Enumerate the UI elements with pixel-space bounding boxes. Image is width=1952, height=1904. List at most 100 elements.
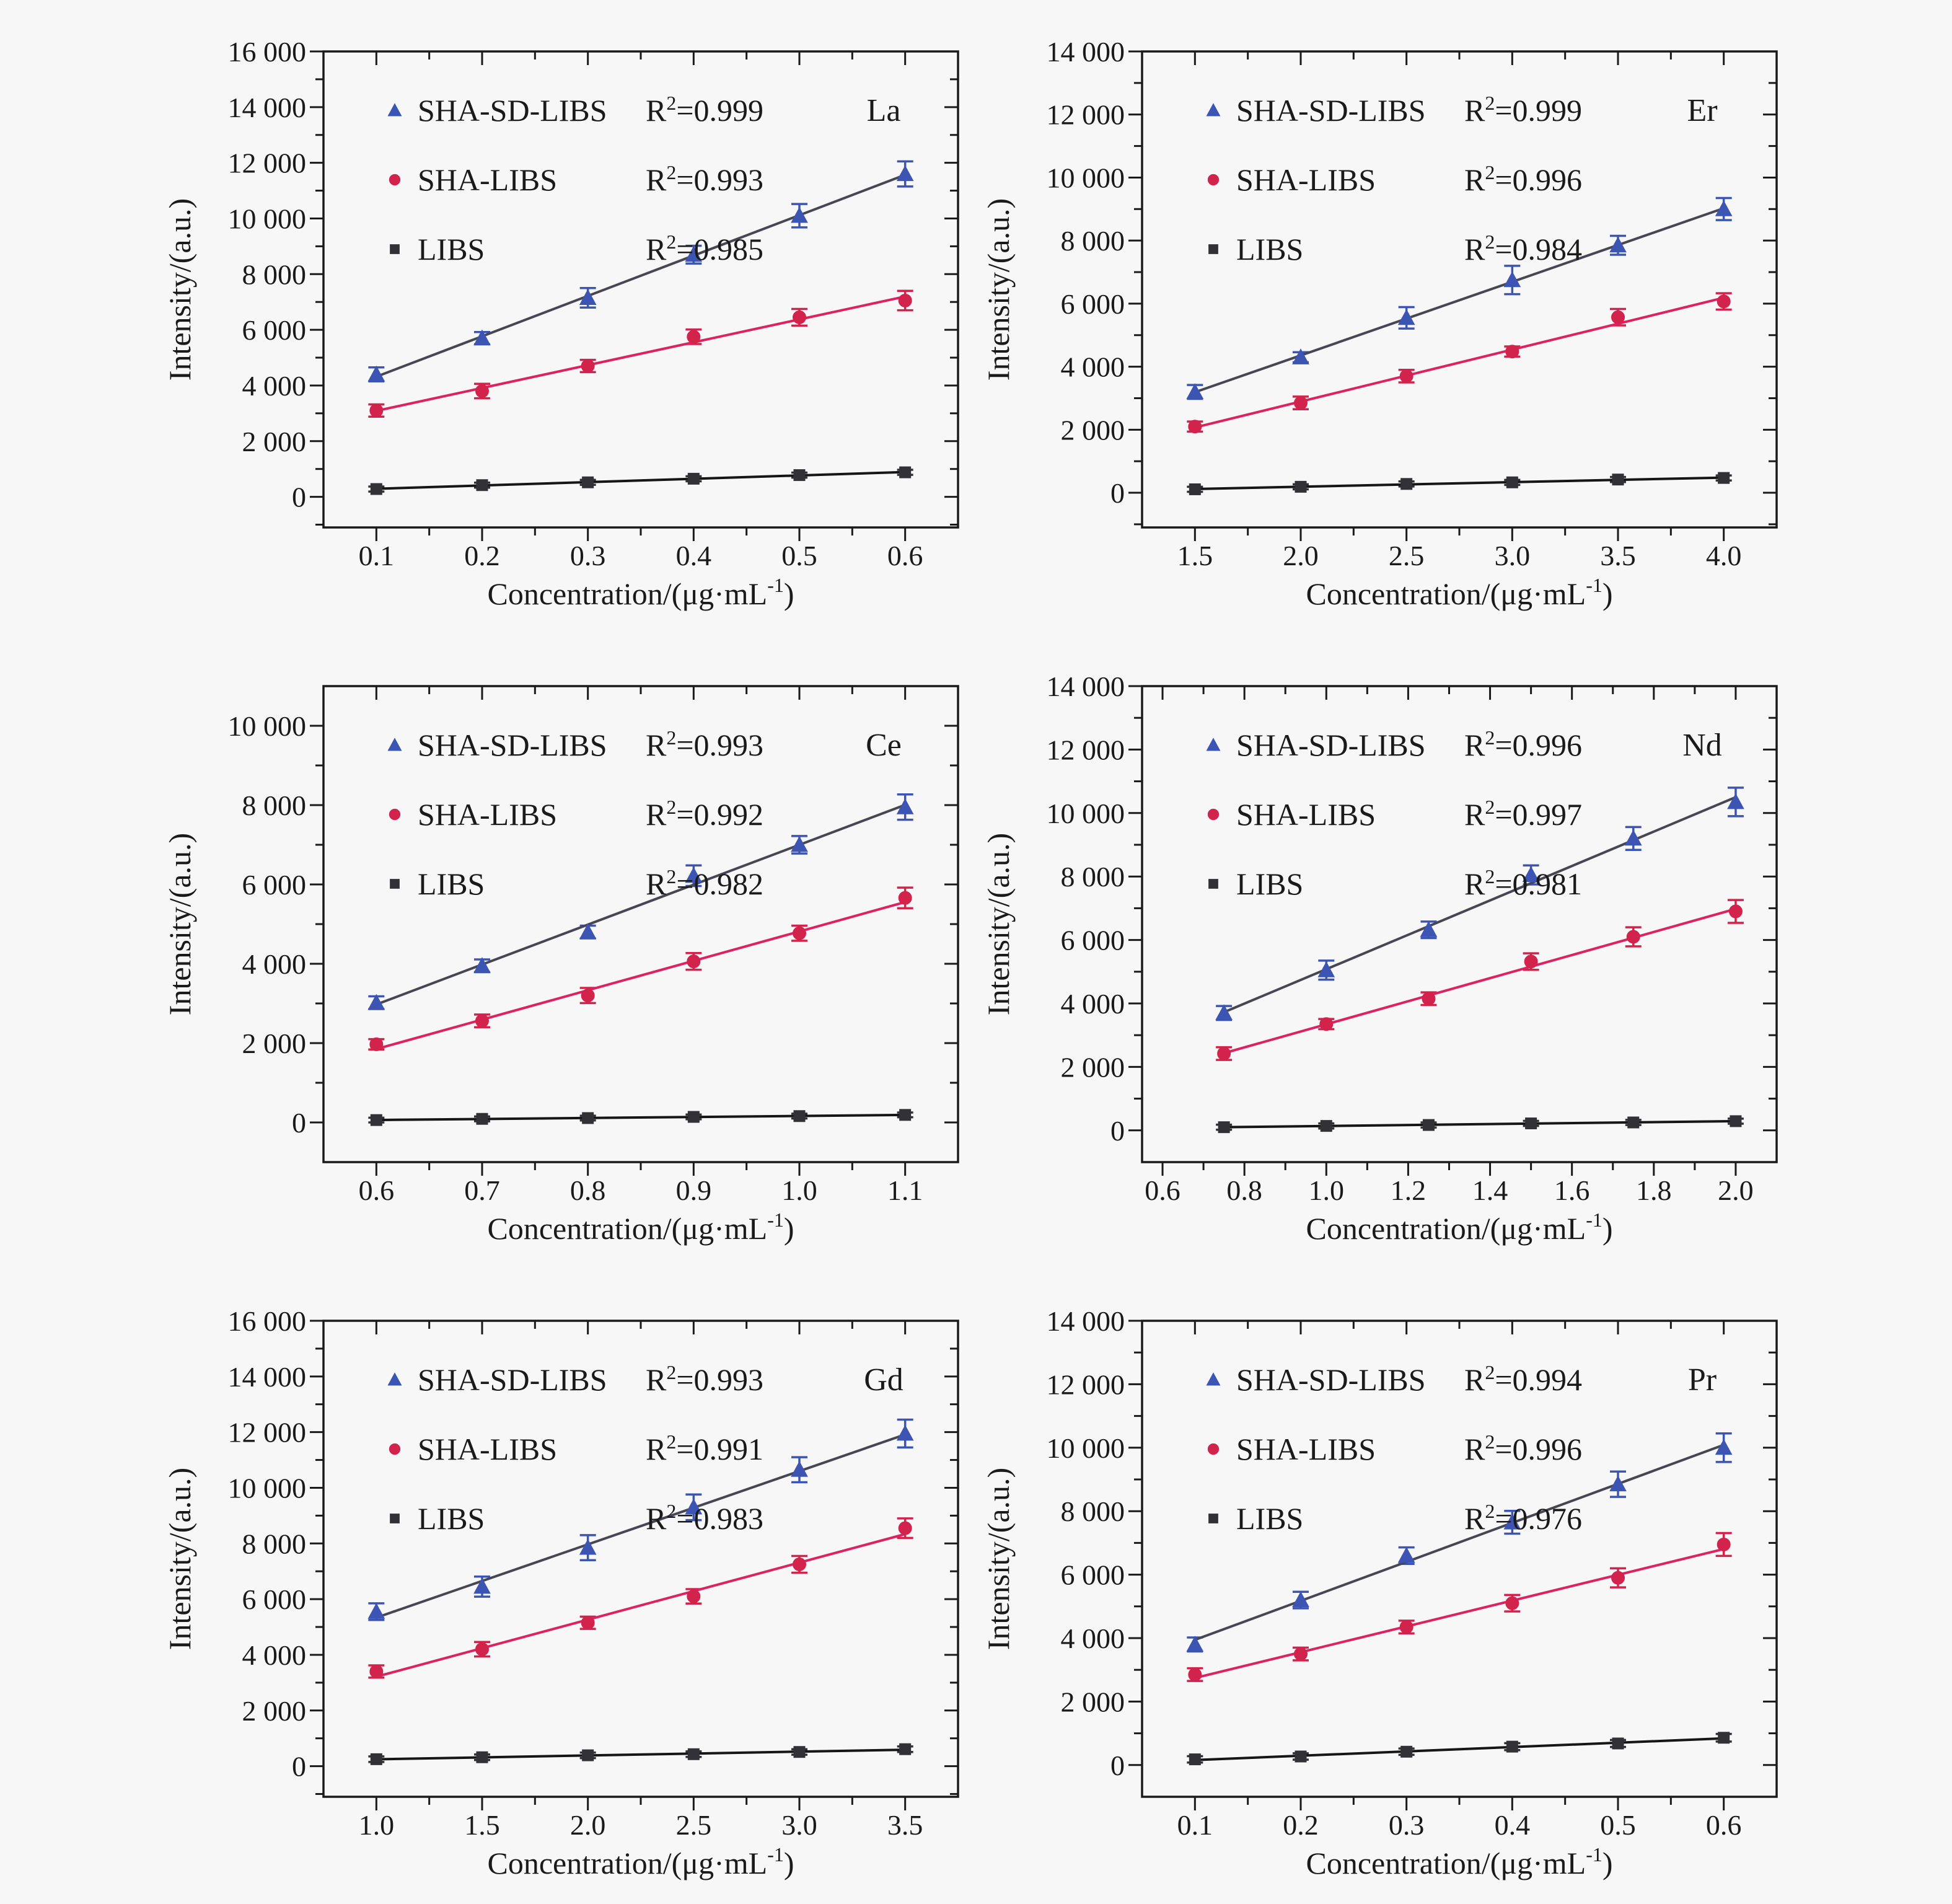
fit-line: [1195, 1737, 1724, 1761]
svg-text:0.6: 0.6: [1706, 1809, 1742, 1841]
legend-r2-LIBS: R2=0.982: [646, 865, 763, 901]
svg-text:0.3: 0.3: [570, 540, 606, 571]
axis-ticks: [1128, 685, 1777, 1176]
axis-titles: Concentration/(μg·mL-1) Intensity/(a.u.): [162, 198, 794, 611]
fit-line: [376, 1748, 905, 1761]
fit-line: [376, 295, 906, 412]
legend-r2-SHA-LIBS: R2=0.993: [646, 161, 763, 197]
y-axis-label: Intensity/(a.u.): [162, 833, 197, 1015]
y-axis-label: Intensity/(a.u.): [981, 1468, 1016, 1650]
legend-r2-SHA-SD-LIBS: R2=0.999: [1464, 92, 1582, 128]
chart-ce: 0.6 0.7 0.8 0.9 1.0 1.1 0 2 000 4 000 6 000 8 000 1…: [162, 685, 959, 1246]
legend-label-SHA-LIBS: SHA-LIBS: [1236, 162, 1376, 197]
svg-text:0.3: 0.3: [1389, 1809, 1425, 1841]
legend-label-SHA-LIBS: SHA-LIBS: [418, 797, 557, 832]
x-axis-label: Concentration/(μg·mL-1): [1306, 1209, 1613, 1246]
svg-text:0: 0: [292, 1107, 306, 1139]
element-label: Gd: [864, 1362, 903, 1398]
error-bars: [368, 1517, 913, 1679]
svg-text:12 000: 12 000: [228, 1417, 307, 1448]
fit-line: [376, 803, 906, 1006]
svg-text:4 000: 4 000: [1061, 988, 1125, 1020]
series-SHA-LIBS: [1187, 1532, 1732, 1682]
svg-text:0: 0: [1110, 1115, 1125, 1147]
svg-text:0.7: 0.7: [464, 1175, 500, 1206]
chart-panel-ce: 0.6 0.7 0.8 0.9 1.0 1.1 0 2 000 4 000 6 000 8 000 1…: [0, 635, 976, 1269]
svg-text:2 000: 2 000: [242, 1028, 307, 1059]
fit-line: [376, 470, 905, 490]
chart-er: 1.5 2.0 2.5 3.0 3.5 4.0 0 2 000 4 000 6 000 8 000 1…: [981, 36, 1778, 611]
svg-text:1.4: 1.4: [1472, 1175, 1508, 1206]
series-LIBS: [368, 1743, 913, 1765]
legend-label-SHA-LIBS: SHA-LIBS: [418, 1432, 557, 1466]
svg-text:0.5: 0.5: [1600, 1809, 1636, 1841]
legend-r2-SHA-LIBS: R2=0.996: [1464, 1430, 1582, 1466]
tick-labels: 1.0 1.5 2.0 2.5 3.0 3.5 0 2 000 4 000 6 000 8 000 1…: [228, 1305, 923, 1841]
series-LIBS: [1187, 1732, 1732, 1766]
legend-r2-SHA-LIBS: R2=0.997: [1464, 796, 1582, 832]
svg-text:12 000: 12 000: [1047, 1368, 1125, 1400]
data-markers: [1186, 1439, 1733, 1652]
data-markers: [1218, 1115, 1742, 1134]
data-markers: [369, 1521, 912, 1678]
legend-r2-SHA-SD-LIBS: R2=0.999: [646, 92, 763, 128]
data-markers: [367, 1424, 914, 1619]
legend-label-LIBS: LIBS: [1236, 1501, 1303, 1536]
svg-text:8 000: 8 000: [1061, 1496, 1125, 1527]
legend-r2-SHA-SD-LIBS: R2=0.996: [1464, 726, 1582, 762]
svg-text:0.1: 0.1: [359, 540, 395, 571]
data-markers: [1189, 1732, 1730, 1766]
series-SHA-LIBS: [368, 289, 913, 418]
data-markers: [369, 293, 912, 418]
data-markers: [1188, 1537, 1731, 1681]
series-LIBS: [1216, 1115, 1744, 1134]
legend-label-SHA-SD-LIBS: SHA-SD-LIBS: [1236, 93, 1426, 128]
svg-text:0: 0: [292, 1751, 306, 1783]
svg-text:0: 0: [1110, 1750, 1125, 1781]
axis-ticks: [310, 686, 958, 1176]
legend-label-SHA-SD-LIBS: SHA-SD-LIBS: [418, 1362, 607, 1397]
series-SHA-SD-LIBS: [367, 1418, 914, 1621]
axis-ticks: [310, 50, 958, 541]
fit-line: [376, 901, 906, 1051]
svg-text:0.6: 0.6: [1145, 1175, 1180, 1206]
legend-label-LIBS: LIBS: [1236, 866, 1303, 901]
svg-text:4 000: 4 000: [242, 1639, 307, 1671]
series-SHA-SD-LIBS: [367, 793, 914, 1010]
series-SHA-SD-LIBS: [1186, 196, 1733, 400]
legend-label-SHA-LIBS: SHA-LIBS: [1236, 1432, 1376, 1466]
series-LIBS: [368, 1109, 913, 1126]
svg-text:8 000: 8 000: [242, 1528, 307, 1559]
chart-gd: 1.0 1.5 2.0 2.5 3.0 3.5 0 2 000 4 000 6 000 8 000 1…: [162, 1305, 959, 1880]
y-axis-label: Intensity/(a.u.): [162, 1468, 197, 1650]
svg-text:6 000: 6 000: [1061, 1559, 1125, 1591]
fit-line: [376, 1113, 905, 1122]
legend-label-SHA-LIBS: SHA-LIBS: [418, 162, 557, 197]
axis-titles: Concentration/(μg·mL-1) Intensity/(a.u.): [981, 1468, 1613, 1880]
legend: SHA-SD-LIBS R2=0.999 SHA-LIBS R2=0.993 LIBS R…: [387, 92, 763, 267]
axis-ticks: [1128, 50, 1777, 541]
data-markers: [1188, 294, 1731, 434]
chart-la: 0.1 0.2 0.3 0.4 0.5 0.6 0 2 000 4 000 6 000 8 000 1…: [162, 36, 959, 611]
data-markers: [370, 1743, 912, 1765]
axis-titles: Concentration/(μg·mL-1) Intensity/(a.u.): [162, 833, 794, 1246]
svg-text:0.8: 0.8: [1226, 1175, 1262, 1206]
legend-r2-SHA-SD-LIBS: R2=0.993: [646, 1361, 763, 1397]
legend-label-LIBS: LIBS: [1236, 232, 1303, 267]
svg-text:6 000: 6 000: [242, 314, 307, 346]
svg-text:2 000: 2 000: [1061, 1686, 1125, 1717]
legend: SHA-SD-LIBS R2=0.999 SHA-LIBS R2=0.996 LIBS R…: [1206, 92, 1582, 267]
data-markers: [1215, 793, 1744, 1020]
legend: SHA-SD-LIBS R2=0.996 SHA-LIBS R2=0.997 LIBS R…: [1206, 726, 1582, 901]
series-LIBS: [368, 466, 913, 495]
data-markers: [367, 798, 914, 1010]
tick-labels: 0.1 0.2 0.3 0.4 0.5 0.6 0 2 000 4 000 6 000 8 000 1…: [1047, 1305, 1742, 1841]
svg-text:4 000: 4 000: [242, 948, 307, 980]
legend-label-SHA-SD-LIBS: SHA-SD-LIBS: [418, 93, 607, 128]
svg-text:1.1: 1.1: [887, 1175, 923, 1206]
svg-text:0: 0: [1110, 477, 1125, 509]
axes-frame: [1141, 685, 1778, 1163]
legend: SHA-SD-LIBS R2=0.993 SHA-LIBS R2=0.991 LIBS R…: [387, 1361, 763, 1536]
axis-titles: Concentration/(μg·mL-1) Intensity/(a.u.): [981, 833, 1613, 1246]
data-markers: [1186, 200, 1733, 399]
